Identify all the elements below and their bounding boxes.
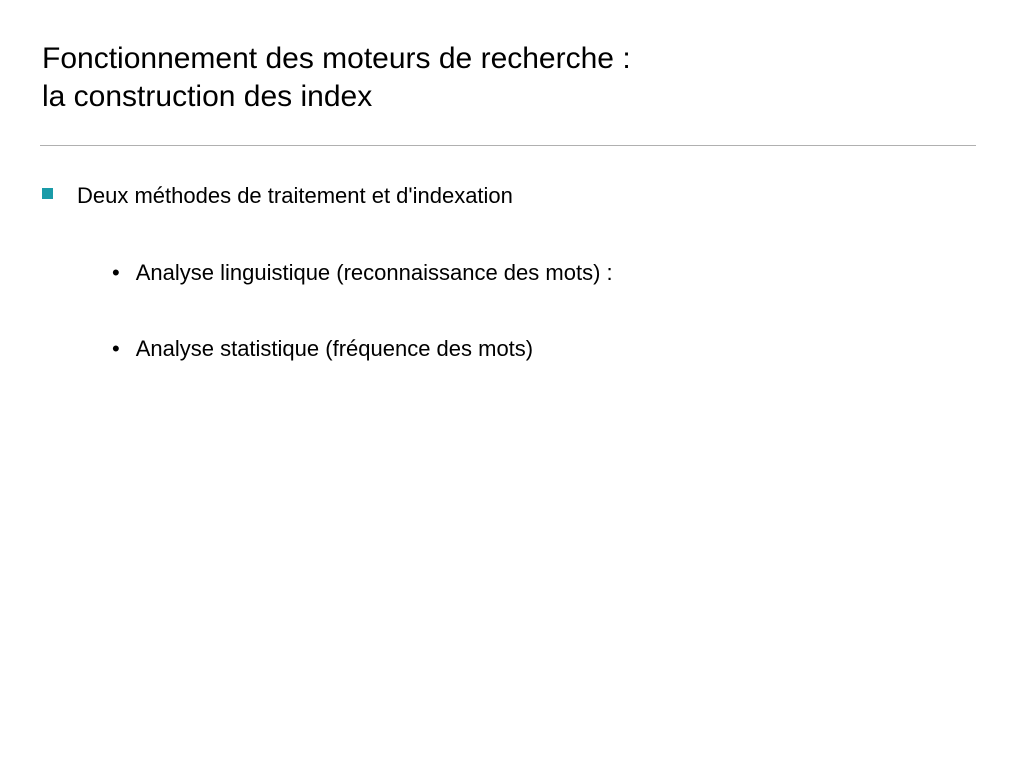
bullet-level1-text: Deux méthodes de traitement et d'indexat… bbox=[77, 182, 513, 211]
square-bullet-icon bbox=[42, 188, 53, 199]
round-bullet-icon: • bbox=[112, 335, 120, 364]
bullet-level2-text: Analyse linguistique (reconnaissance des… bbox=[136, 259, 613, 288]
bullet-item-level2: • Analyse linguistique (reconnaissance d… bbox=[112, 259, 982, 288]
round-bullet-icon: • bbox=[112, 259, 120, 288]
slide-title: Fonctionnement des moteurs de recherche … bbox=[42, 40, 982, 115]
bullet-level2-text: Analyse statistique (fréquence des mots) bbox=[136, 335, 533, 364]
title-divider bbox=[40, 145, 976, 146]
bullet-item-level1: Deux méthodes de traitement et d'indexat… bbox=[42, 182, 982, 211]
presentation-slide: Fonctionnement des moteurs de recherche … bbox=[0, 0, 1024, 768]
slide-content: Deux méthodes de traitement et d'indexat… bbox=[42, 182, 982, 364]
title-line-2: la construction des index bbox=[42, 80, 372, 113]
title-line-1: Fonctionnement des moteurs de recherche … bbox=[42, 42, 631, 75]
bullet-item-level2: • Analyse statistique (fréquence des mot… bbox=[112, 335, 982, 364]
